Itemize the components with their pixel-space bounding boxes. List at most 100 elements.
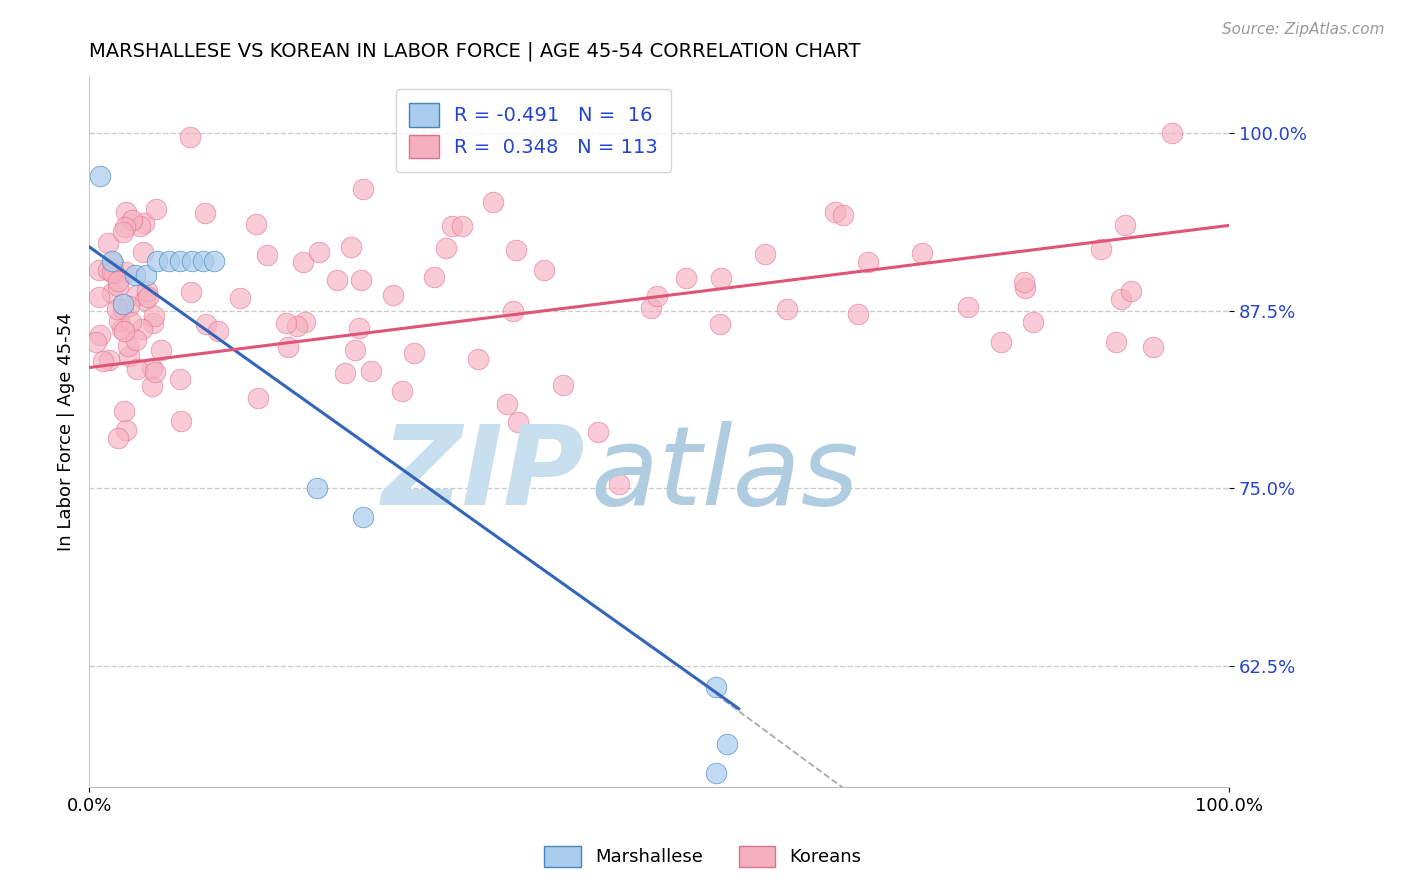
Point [640, 301, 662, 316]
Point [586, 425, 609, 439]
Point [360, 363, 382, 377]
Point [143, 310, 166, 324]
Point [112, 301, 135, 316]
Point [467, 352, 489, 367]
Point [91, 354, 114, 368]
Point [343, 343, 366, 357]
Point [710, 271, 733, 285]
Point [533, 263, 555, 277]
Point [1119, 284, 1142, 298]
Point [136, 290, 159, 304]
Point [551, 378, 574, 392]
Point [143, 365, 166, 379]
Point [146, 254, 169, 268]
Point [101, 256, 124, 270]
Point [111, 322, 134, 336]
Point [277, 340, 299, 354]
Point [112, 296, 135, 310]
Point [112, 324, 135, 338]
Point [1014, 281, 1036, 295]
Point [247, 391, 270, 405]
Point [607, 477, 630, 491]
Point [129, 219, 152, 233]
Point [1022, 315, 1045, 329]
Point [502, 303, 524, 318]
Point [180, 254, 202, 268]
Point [86, 334, 108, 349]
Point [482, 194, 505, 209]
Point [125, 334, 148, 348]
Point [141, 361, 163, 376]
Point [124, 268, 146, 282]
Point [911, 246, 934, 260]
Point [496, 396, 519, 410]
Point [1105, 334, 1128, 349]
Point [195, 318, 218, 332]
Point [131, 322, 153, 336]
Point [118, 299, 141, 313]
Y-axis label: In Labor Force | Age 45-54: In Labor Force | Age 45-54 [58, 312, 75, 551]
Point [352, 509, 374, 524]
Point [112, 225, 135, 239]
Point [107, 274, 129, 288]
Point [191, 254, 214, 268]
Point [157, 254, 180, 268]
Point [207, 324, 229, 338]
Point [89, 169, 111, 183]
Point [112, 404, 135, 418]
Point [170, 414, 193, 428]
Point [169, 372, 191, 386]
Point [142, 316, 165, 330]
Point [776, 302, 799, 317]
Point [121, 213, 143, 227]
Point [101, 254, 124, 268]
Point [105, 302, 128, 317]
Point [506, 415, 529, 429]
Point [228, 291, 250, 305]
Point [120, 315, 142, 329]
Legend: Marshallese, Koreans: Marshallese, Koreans [537, 838, 869, 874]
Point [114, 265, 136, 279]
Point [846, 307, 869, 321]
Point [285, 318, 308, 333]
Text: MARSHALLESE VS KOREAN IN LABOR FORCE | AGE 45-54 CORRELATION CHART: MARSHALLESE VS KOREAN IN LABOR FORCE | A… [89, 42, 860, 62]
Point [709, 318, 731, 332]
Point [245, 217, 267, 231]
Point [97, 263, 120, 277]
Point [117, 339, 139, 353]
Point [335, 367, 357, 381]
Legend: R = -0.491   N =  16, R =  0.348   N = 113: R = -0.491 N = 16, R = 0.348 N = 113 [395, 89, 672, 172]
Point [404, 345, 426, 359]
Point [326, 273, 349, 287]
Point [381, 288, 404, 302]
Point [754, 246, 776, 260]
Point [107, 431, 129, 445]
Point [831, 207, 853, 221]
Point [194, 206, 217, 220]
Point [135, 268, 157, 282]
Point [89, 328, 111, 343]
Point [149, 343, 172, 357]
Point [391, 384, 413, 398]
Point [990, 334, 1012, 349]
Point [89, 262, 111, 277]
Point [350, 272, 373, 286]
Point [308, 244, 330, 259]
Point [100, 285, 122, 300]
Point [292, 255, 315, 269]
Point [1142, 341, 1164, 355]
Point [97, 235, 120, 250]
Point [716, 737, 738, 751]
Point [1111, 292, 1133, 306]
Point [256, 248, 278, 262]
Point [956, 301, 979, 315]
Point [134, 293, 156, 307]
Point [179, 285, 201, 299]
Point [125, 362, 148, 376]
Point [436, 241, 458, 255]
Point [107, 279, 129, 293]
Point [340, 240, 363, 254]
Point [98, 352, 121, 367]
Point [141, 379, 163, 393]
Point [115, 204, 138, 219]
